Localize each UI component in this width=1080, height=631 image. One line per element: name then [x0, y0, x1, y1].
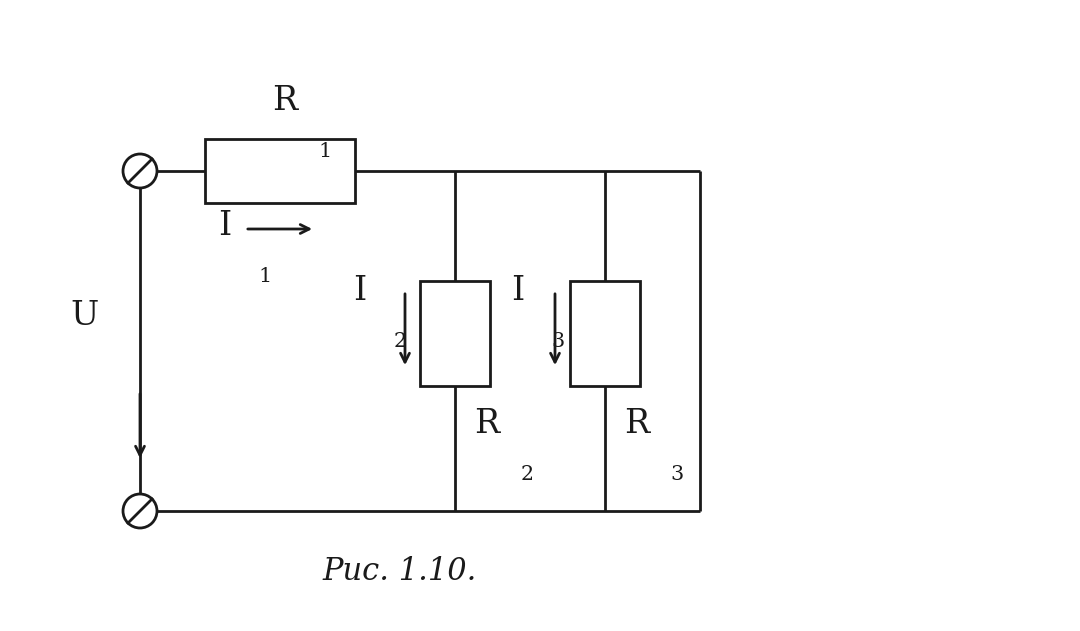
Text: I: I — [511, 275, 525, 307]
Text: 1: 1 — [258, 267, 272, 286]
Bar — [205, 139, 355, 203]
Text: 1: 1 — [319, 142, 332, 161]
Text: U: U — [71, 300, 99, 332]
Text: I: I — [353, 275, 366, 307]
Text: Рис. 1.10.: Рис. 1.10. — [323, 555, 477, 586]
Text: 2: 2 — [393, 332, 406, 351]
Text: R: R — [474, 408, 500, 440]
Text: I: I — [218, 210, 231, 242]
Text: 3: 3 — [671, 465, 684, 484]
Bar — [570, 281, 640, 386]
Text: 2: 2 — [521, 465, 534, 484]
Bar — [420, 281, 490, 386]
Text: R: R — [624, 408, 649, 440]
Text: 3: 3 — [552, 332, 565, 351]
Text: R: R — [272, 85, 298, 117]
